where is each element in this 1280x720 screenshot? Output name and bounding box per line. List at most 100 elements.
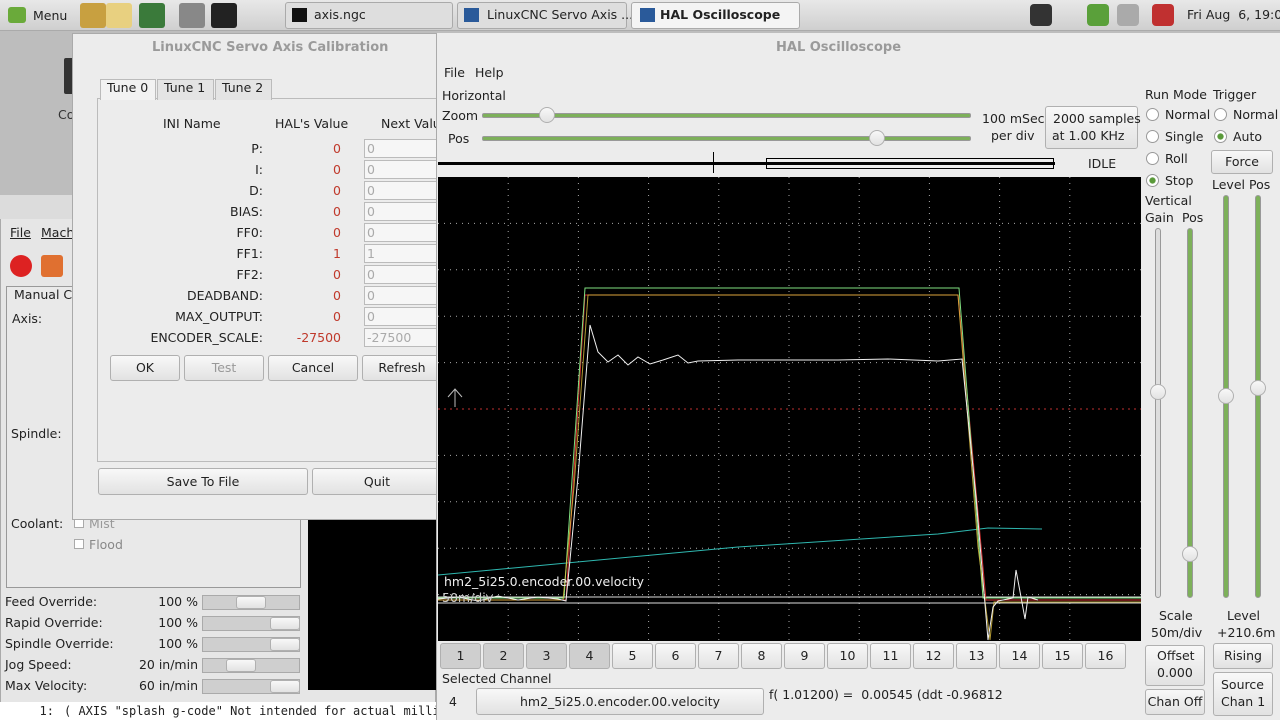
- channel-button[interactable]: 5: [612, 643, 653, 669]
- param-name: P:: [251, 141, 263, 156]
- channel-button[interactable]: 3: [526, 643, 567, 669]
- slider-handle[interactable]: [226, 659, 256, 672]
- channel-button[interactable]: 1: [440, 643, 481, 669]
- samples-button[interactable]: [1045, 106, 1138, 149]
- slider-handle[interactable]: [270, 680, 300, 693]
- button[interactable]: Test: [184, 355, 264, 381]
- button[interactable]: Refresh: [362, 355, 442, 381]
- launcher[interactable]: [139, 3, 165, 28]
- channel-button[interactable]: 16: [1085, 643, 1126, 669]
- launcher[interactable]: [80, 3, 106, 28]
- slider-handle[interactable]: [270, 617, 300, 630]
- tab[interactable]: Tune 2: [215, 79, 272, 100]
- task-label: axis.ngc: [314, 7, 366, 22]
- menu-item[interactable]: File: [10, 225, 31, 240]
- channel-button[interactable]: 12: [913, 643, 954, 669]
- label: Level: [1227, 608, 1260, 623]
- label: 0.000: [1157, 665, 1193, 680]
- channel-button[interactable]: 14: [999, 643, 1040, 669]
- channel-button[interactable]: 8: [741, 643, 782, 669]
- label: Pos: [1182, 210, 1204, 225]
- button[interactable]: hm2_5i25.0.encoder.00.velocity: [476, 688, 764, 715]
- tab[interactable]: Tune 1: [157, 79, 214, 100]
- slider-handle[interactable]: [1250, 380, 1266, 396]
- input[interactable]: [364, 286, 444, 305]
- label: Spindle:: [11, 426, 62, 441]
- setting-value: 20 in/min: [138, 657, 198, 672]
- input[interactable]: [364, 202, 444, 221]
- tray-icon[interactable]: [1030, 4, 1052, 26]
- menu-item[interactable]: File: [444, 65, 465, 80]
- time-window: [766, 158, 1054, 169]
- channel-button[interactable]: 13: [956, 643, 997, 669]
- hal-value: 0: [333, 162, 341, 177]
- radio[interactable]: [1214, 130, 1227, 143]
- slider-handle[interactable]: [236, 596, 266, 609]
- column-header: HAL's Value: [275, 116, 349, 131]
- task-button[interactable]: [285, 2, 453, 29]
- channel-button[interactable]: 2: [483, 643, 524, 669]
- slider-handle[interactable]: [869, 130, 885, 146]
- radio[interactable]: [1146, 174, 1159, 187]
- channel-button[interactable]: 11: [870, 643, 911, 669]
- power-icon[interactable]: [41, 255, 63, 277]
- input[interactable]: [364, 139, 444, 158]
- channel-button[interactable]: 4: [569, 643, 610, 669]
- trace: [438, 294, 1141, 641]
- label: Level: [1212, 177, 1245, 192]
- input[interactable]: [364, 160, 444, 179]
- slider-handle[interactable]: [539, 107, 555, 123]
- slider-handle[interactable]: [270, 638, 300, 651]
- channel-button[interactable]: 9: [784, 643, 825, 669]
- label: Coolant:: [11, 516, 64, 531]
- label: +210.6m: [1217, 625, 1276, 640]
- channel-button[interactable]: 15: [1042, 643, 1083, 669]
- input[interactable]: [364, 265, 444, 284]
- button[interactable]: Force: [1211, 150, 1273, 174]
- tray-icon[interactable]: [1087, 4, 1109, 26]
- source-button[interactable]: [1213, 672, 1273, 716]
- preview: [308, 520, 436, 690]
- input[interactable]: [364, 307, 444, 326]
- button[interactable]: Cancel: [268, 355, 358, 381]
- checkbox[interactable]: [74, 539, 84, 549]
- param-name: DEADBAND:: [186, 288, 263, 303]
- offset-button[interactable]: [1145, 645, 1205, 686]
- button[interactable]: Chan Off: [1145, 689, 1205, 715]
- radio[interactable]: [1146, 152, 1159, 165]
- task-button[interactable]: [631, 2, 800, 29]
- launcher[interactable]: [179, 3, 205, 28]
- input[interactable]: [364, 223, 444, 242]
- button[interactable]: OK: [110, 355, 180, 381]
- menu-icon[interactable]: [8, 7, 26, 23]
- button[interactable]: Save To File: [98, 468, 308, 495]
- setting-value: 100 %: [158, 636, 198, 651]
- button[interactable]: Rising: [1213, 643, 1273, 669]
- radio[interactable]: [1146, 130, 1159, 143]
- slider-handle[interactable]: [1150, 384, 1166, 400]
- task-button[interactable]: [457, 2, 627, 29]
- button[interactable]: Quit: [312, 468, 442, 495]
- menu-item[interactable]: Mach: [41, 225, 75, 240]
- channel-button[interactable]: 7: [698, 643, 739, 669]
- menu-item[interactable]: Help: [475, 65, 504, 80]
- tab[interactable]: Tune 0: [100, 79, 156, 100]
- tray-icon[interactable]: [1152, 4, 1174, 26]
- channel-button[interactable]: 10: [827, 643, 868, 669]
- desktop-icon-label: Co: [58, 107, 75, 122]
- menu-button[interactable]: Menu: [33, 8, 68, 23]
- next-value: 0: [367, 204, 375, 219]
- channel-button[interactable]: 6: [655, 643, 696, 669]
- param-name: MAX_OUTPUT:: [175, 309, 263, 324]
- launcher[interactable]: [106, 3, 132, 28]
- next-value: 1: [367, 246, 375, 261]
- launcher[interactable]: [211, 3, 237, 28]
- slider-handle[interactable]: [1218, 388, 1234, 404]
- input[interactable]: [364, 244, 444, 263]
- tray-icon[interactable]: [1117, 4, 1139, 26]
- radio[interactable]: [1146, 108, 1159, 121]
- stop-icon[interactable]: [10, 255, 32, 277]
- radio[interactable]: [1214, 108, 1227, 121]
- input[interactable]: [364, 181, 444, 200]
- slider-handle[interactable]: [1182, 546, 1198, 562]
